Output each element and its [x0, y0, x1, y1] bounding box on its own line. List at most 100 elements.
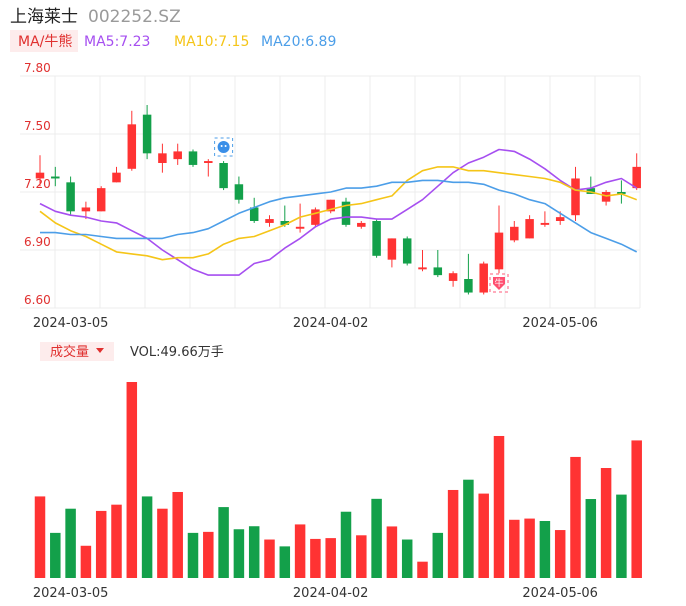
candle-body — [341, 201, 351, 225]
candle — [632, 153, 641, 191]
candle — [601, 190, 611, 206]
candle — [188, 149, 198, 167]
candle-body — [586, 188, 596, 194]
volume-toggle[interactable]: 成交量 — [40, 342, 114, 361]
candle — [433, 250, 443, 278]
bear-icon-face — [217, 141, 230, 153]
candle — [142, 105, 152, 160]
volume-bar — [340, 511, 352, 578]
volume-bar — [233, 529, 245, 578]
x-tick-label: 2024-04-02 — [293, 586, 369, 601]
volume-bar — [310, 538, 321, 578]
x-tick-label: 2024-03-05 — [33, 316, 109, 331]
candle-body — [234, 184, 244, 200]
volume-bar — [203, 531, 214, 578]
candle-body — [295, 226, 305, 229]
candle — [387, 238, 397, 268]
y-tick-label: 6.90 — [24, 235, 51, 249]
candle-body — [448, 273, 458, 281]
candle — [35, 155, 45, 187]
candle — [510, 221, 519, 243]
volume-bar — [126, 382, 138, 578]
candle-body — [418, 267, 427, 270]
volume-bar — [34, 496, 46, 578]
bear-icon-frame — [214, 137, 234, 157]
candle-body — [540, 222, 550, 225]
volume-bar — [95, 510, 107, 578]
volume-bar — [417, 561, 428, 578]
candle — [280, 205, 290, 227]
volume-bar — [141, 496, 153, 578]
volume-bar — [111, 504, 122, 578]
candle — [418, 250, 427, 272]
volume-bar — [80, 545, 92, 578]
volume-bar — [600, 468, 612, 578]
volume-label: VOL:49.66万手 — [130, 345, 224, 360]
moving-averages — [39, 148, 638, 276]
volume-bar — [493, 435, 505, 578]
bull-icon-frame — [489, 273, 509, 293]
candle-body — [142, 114, 152, 154]
volume-bar — [279, 546, 291, 578]
candle — [127, 110, 137, 171]
x-tick-label: 2024-05-06 — [522, 586, 598, 601]
candle — [372, 219, 381, 258]
bear-icon-eye — [220, 145, 223, 147]
ma10-label: MA10:7.15 — [174, 34, 249, 50]
ma-toggle[interactable]: MA/牛熊 — [10, 30, 78, 52]
ma-toggle-bg — [10, 30, 78, 52]
candle-body — [617, 192, 626, 194]
candle — [249, 197, 259, 223]
y-tick-label: 7.50 — [24, 119, 51, 133]
candle-body — [112, 172, 121, 183]
candle-body — [357, 222, 366, 227]
candle — [586, 176, 596, 194]
candle — [464, 253, 473, 295]
y-tick-label: 7.80 — [24, 61, 51, 75]
candle — [326, 199, 335, 214]
bull-icon-label: 牛 — [494, 277, 503, 289]
x-tick-label: 2024-03-05 — [33, 586, 109, 601]
volume-bar — [187, 532, 199, 578]
price-x-axis: 2024-03-05 2024-04-02 2024-05-06 — [33, 316, 598, 331]
volume-bar — [616, 494, 627, 578]
candle-body — [173, 151, 182, 160]
y-tick-label: 7.20 — [24, 177, 51, 191]
candle-body — [249, 207, 259, 221]
candle — [341, 197, 351, 227]
candle — [219, 161, 228, 191]
candle-body — [265, 219, 274, 223]
candle-body — [219, 163, 228, 189]
candle-body — [632, 166, 641, 189]
candle-body — [204, 161, 213, 163]
volume-bar — [264, 539, 275, 578]
candle — [494, 205, 504, 274]
volume-bar — [157, 508, 168, 578]
ma10-line — [39, 166, 637, 261]
candle-body — [433, 267, 443, 276]
volume-bar — [554, 530, 566, 578]
candle-body — [311, 209, 320, 225]
candle — [448, 271, 458, 287]
volume-toggle-label: 成交量 — [50, 344, 89, 360]
candle-body — [81, 207, 91, 212]
candle-body — [555, 217, 565, 221]
volume-bar — [371, 498, 382, 578]
price-y-axis: 7.80 7.50 7.20 6.90 6.60 — [24, 61, 51, 307]
volume-bar — [401, 539, 413, 578]
candle — [295, 203, 305, 233]
candle-body — [601, 192, 611, 202]
volume-bar — [432, 532, 444, 578]
volume-bar — [447, 489, 459, 578]
volume-bar — [539, 520, 551, 578]
candle-body — [326, 199, 335, 212]
candle — [311, 207, 320, 227]
candle-body — [571, 178, 580, 216]
candle — [525, 215, 534, 239]
candle-body — [280, 221, 290, 225]
candle — [265, 215, 274, 227]
candle — [112, 166, 121, 183]
candle — [479, 261, 488, 295]
x-tick-label: 2024-04-02 — [293, 316, 369, 331]
volume-bar — [509, 519, 520, 578]
